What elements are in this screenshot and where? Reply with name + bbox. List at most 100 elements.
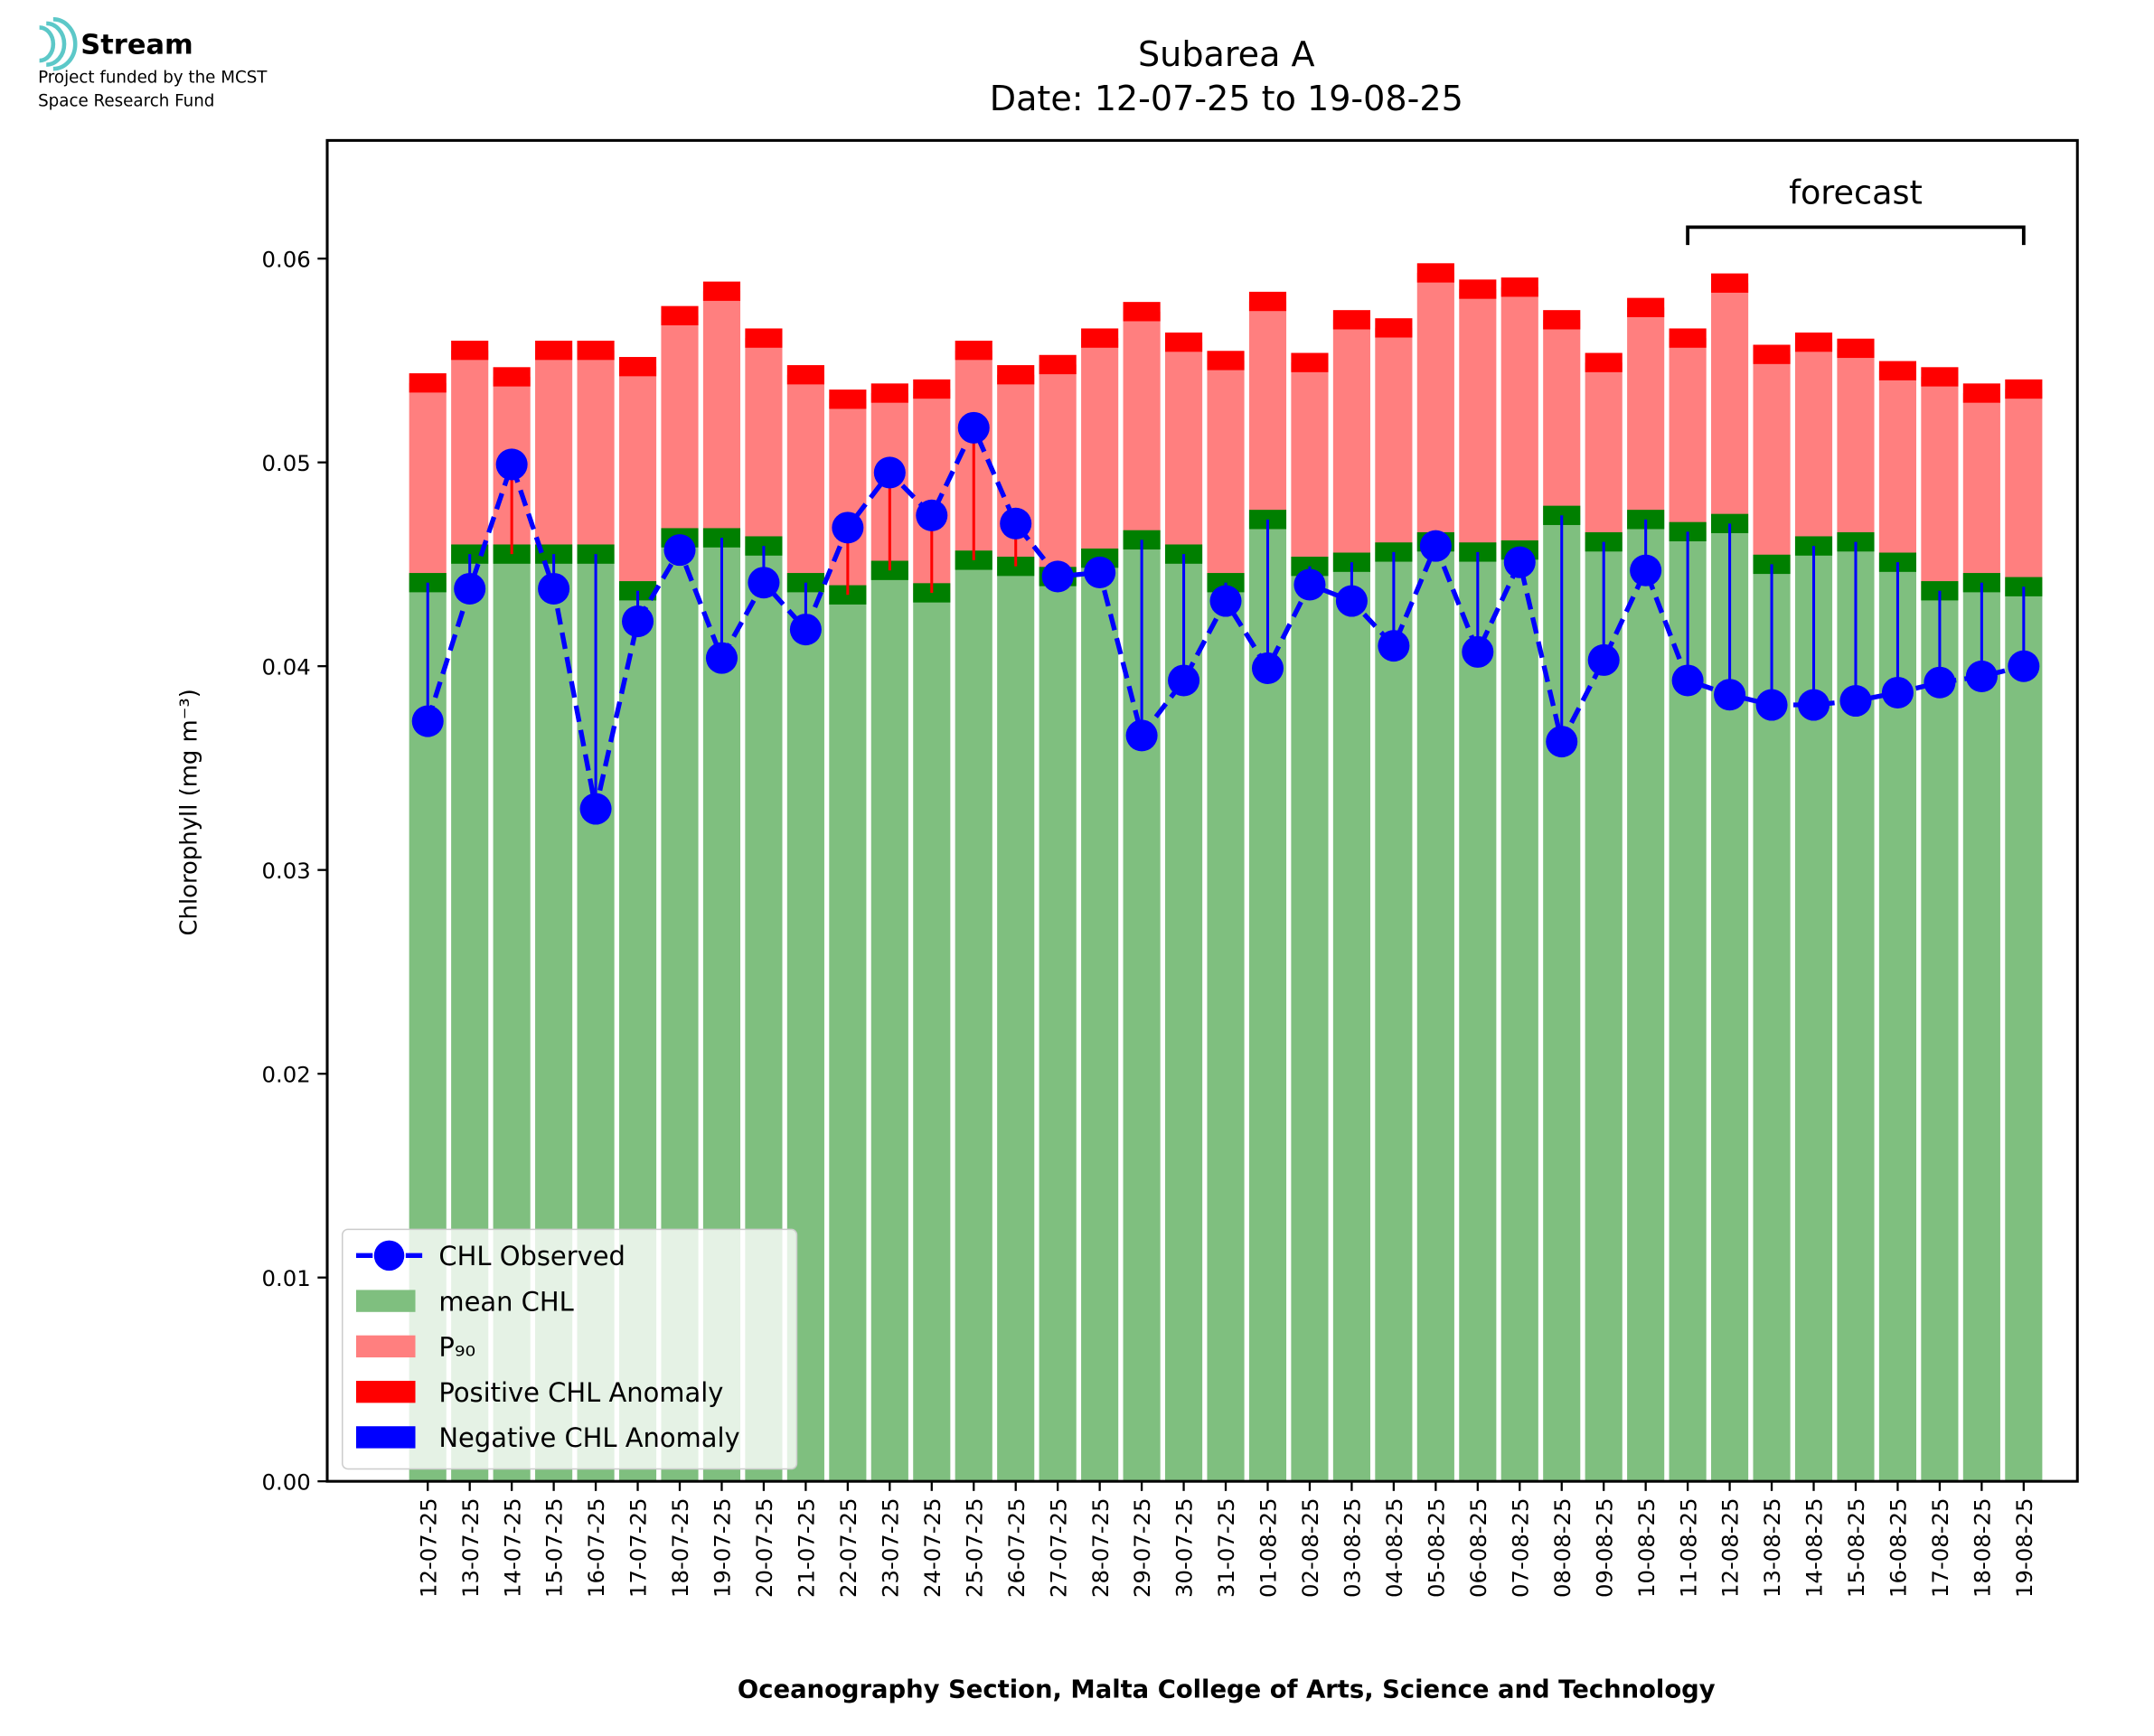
p90-bar (1164, 342, 1203, 555)
p90-bar (702, 291, 741, 539)
p90-bar (1039, 364, 1077, 577)
observed-point (1168, 664, 1200, 697)
observed-point (1041, 560, 1074, 593)
p90-bar (451, 350, 489, 555)
observed-point (1671, 664, 1704, 697)
legend-label: Positive CHL Anomaly (438, 1377, 723, 1408)
p90-level (1921, 367, 1959, 387)
observed-point (663, 534, 696, 567)
p90-level (1627, 297, 1665, 317)
legend-patch (356, 1335, 416, 1358)
legend-patch (356, 1426, 416, 1449)
mean-bar (1878, 562, 1917, 1482)
x-tick-label: 16-08-25 (1886, 1497, 1912, 1598)
p90-level (1164, 332, 1203, 352)
mean-bar (1500, 549, 1538, 1482)
p90-bar (1921, 376, 1959, 591)
p90-level (1459, 279, 1497, 299)
p90-bar (1837, 348, 1875, 542)
p90-level (1416, 263, 1454, 283)
x-tick-label: 14-07-25 (499, 1497, 525, 1598)
p90-bar (1375, 327, 1413, 552)
p90-bar (1585, 362, 1623, 542)
p90-level (1753, 344, 1791, 364)
observed-point (748, 567, 780, 599)
forecast-label: forecast (1789, 173, 1923, 211)
x-tick-label: 15-07-25 (541, 1497, 568, 1598)
p90-level (661, 305, 699, 325)
p90-level (577, 340, 615, 361)
observed-point (1462, 635, 1494, 668)
p90-bar (1500, 286, 1538, 550)
mean-bar (1585, 541, 1623, 1482)
mean-bar (1627, 519, 1665, 1482)
y-tick-label: 0.00 (261, 1469, 310, 1495)
y-tick-label: 0.06 (261, 246, 310, 272)
x-tick-label: 24-07-25 (919, 1497, 945, 1598)
x-tick-label: 13-08-25 (1759, 1497, 1785, 1598)
y-tick-label: 0.03 (261, 858, 310, 884)
p90-bar (2005, 389, 2043, 587)
observed-point (579, 793, 612, 825)
p90-level (451, 340, 489, 361)
observed-point (411, 705, 444, 737)
y-tick-label: 0.04 (261, 653, 310, 680)
observed-point (1755, 689, 1788, 721)
chart-title: Subarea A (1138, 34, 1315, 74)
p90-level (1291, 352, 1329, 372)
legend-patch (356, 1290, 416, 1312)
mean-bar (1416, 541, 1454, 1482)
observed-point (789, 614, 822, 646)
observed-point (1084, 556, 1116, 588)
observed-point (1965, 660, 1998, 692)
p90-level (618, 357, 657, 377)
x-tick-label: 18-07-25 (667, 1497, 693, 1598)
x-tick-label: 17-08-25 (1927, 1497, 1953, 1598)
p90-bar (1248, 301, 1287, 520)
p90-bar (1332, 319, 1370, 563)
p90-level (1585, 352, 1623, 372)
observed-point (1546, 726, 1578, 758)
p90-bar (618, 366, 657, 591)
observed-point (1839, 684, 1872, 718)
x-tick-label: 11-08-25 (1675, 1497, 1701, 1598)
observed-point (1714, 679, 1746, 711)
p90-bar (745, 338, 783, 547)
p90-level (493, 367, 531, 387)
p90-bar (1794, 342, 1833, 547)
p90-bar (1753, 354, 1791, 565)
observed-point (1797, 689, 1830, 721)
observed-point (1125, 719, 1158, 752)
x-tick-label: 09-08-25 (1591, 1497, 1617, 1598)
mean-bar (1332, 562, 1370, 1482)
p90-level (1207, 351, 1245, 371)
mean-level (2005, 577, 2043, 596)
p90-bar (1543, 319, 1581, 516)
p90-level (1332, 310, 1370, 330)
x-tick-label: 13-07-25 (457, 1497, 484, 1598)
x-tick-label: 12-08-25 (1717, 1497, 1744, 1598)
mean-bar (997, 566, 1035, 1482)
x-tick-label: 28-07-25 (1087, 1497, 1114, 1598)
p90-bar (1123, 311, 1161, 540)
mean-bar (1039, 576, 1077, 1482)
x-tick-label: 27-07-25 (1045, 1497, 1071, 1598)
observed-point (1293, 568, 1326, 601)
p90-level (1669, 328, 1707, 348)
p90-bar (1711, 283, 1749, 524)
observed-point (622, 605, 654, 638)
x-tick-label: 31-07-25 (1213, 1497, 1239, 1598)
p90-level (913, 379, 951, 399)
mean-bar (1164, 554, 1203, 1482)
x-tick-label: 26-07-25 (1003, 1497, 1030, 1598)
x-tick-label: 05-08-25 (1423, 1497, 1449, 1598)
legend-label: Negative CHL Anomaly (438, 1422, 739, 1453)
x-tick-label: 06-08-25 (1465, 1497, 1491, 1598)
y-tick-label: 0.05 (261, 450, 310, 476)
legend-label: mean CHL (438, 1286, 573, 1317)
mean-bar (870, 570, 908, 1482)
x-tick-label: 19-08-25 (2011, 1497, 2037, 1598)
x-tick-label: 21-07-25 (794, 1497, 820, 1598)
observed-point (1419, 530, 1452, 562)
